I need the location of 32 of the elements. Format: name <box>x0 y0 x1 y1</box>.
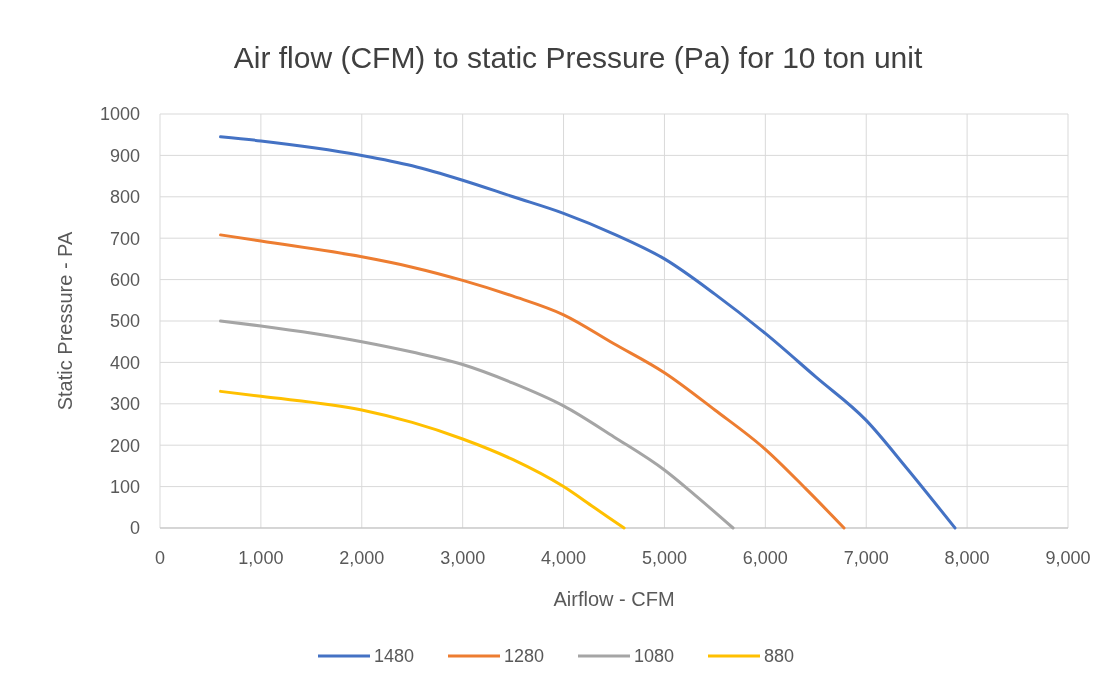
x-tick-label: 6,000 <box>742 548 788 568</box>
y-tick-label: 100 <box>109 476 140 497</box>
x-tick-label: 1,000 <box>238 548 284 568</box>
line-series <box>219 319 735 530</box>
x-tick-label: 9,000 <box>1045 548 1091 568</box>
legend-label: 1080 <box>634 646 675 667</box>
y-tick-label: 800 <box>109 187 140 208</box>
legend-label: 1480 <box>374 646 415 667</box>
y-tick-label: 900 <box>109 145 140 166</box>
y-axis-title: Static Pressure - PA <box>54 231 76 411</box>
x-tick-label: 0 <box>154 548 166 568</box>
line-series <box>219 135 957 530</box>
y-tick-label: 600 <box>109 269 140 290</box>
x-tick-label: 5,000 <box>641 548 687 568</box>
x-tick-label: 4,000 <box>541 548 587 568</box>
x-tick-label: 3,000 <box>440 548 486 568</box>
y-tick-label: 200 <box>109 435 140 456</box>
y-tick-label: 500 <box>109 311 140 332</box>
y-tick-label: 0 <box>129 518 140 539</box>
legend-label: 880 <box>764 646 795 667</box>
chart-title: Air flow (CFM) to static Pressure (Pa) for 10 ton unit <box>233 41 923 74</box>
x-tick-label: 8,000 <box>944 548 990 568</box>
legend-label: 1280 <box>504 646 545 667</box>
x-axis-title: Airflow - CFM <box>553 588 675 610</box>
y-tick-label: 300 <box>109 394 140 415</box>
x-tick-label: 2,000 <box>339 548 385 568</box>
y-tick-label: 700 <box>109 228 140 249</box>
line-series <box>219 233 846 530</box>
line-series <box>219 389 626 530</box>
x-tick-label: 7,000 <box>843 548 889 568</box>
y-tick-label: 400 <box>109 352 140 373</box>
y-tick-label: 1000 <box>99 104 140 125</box>
